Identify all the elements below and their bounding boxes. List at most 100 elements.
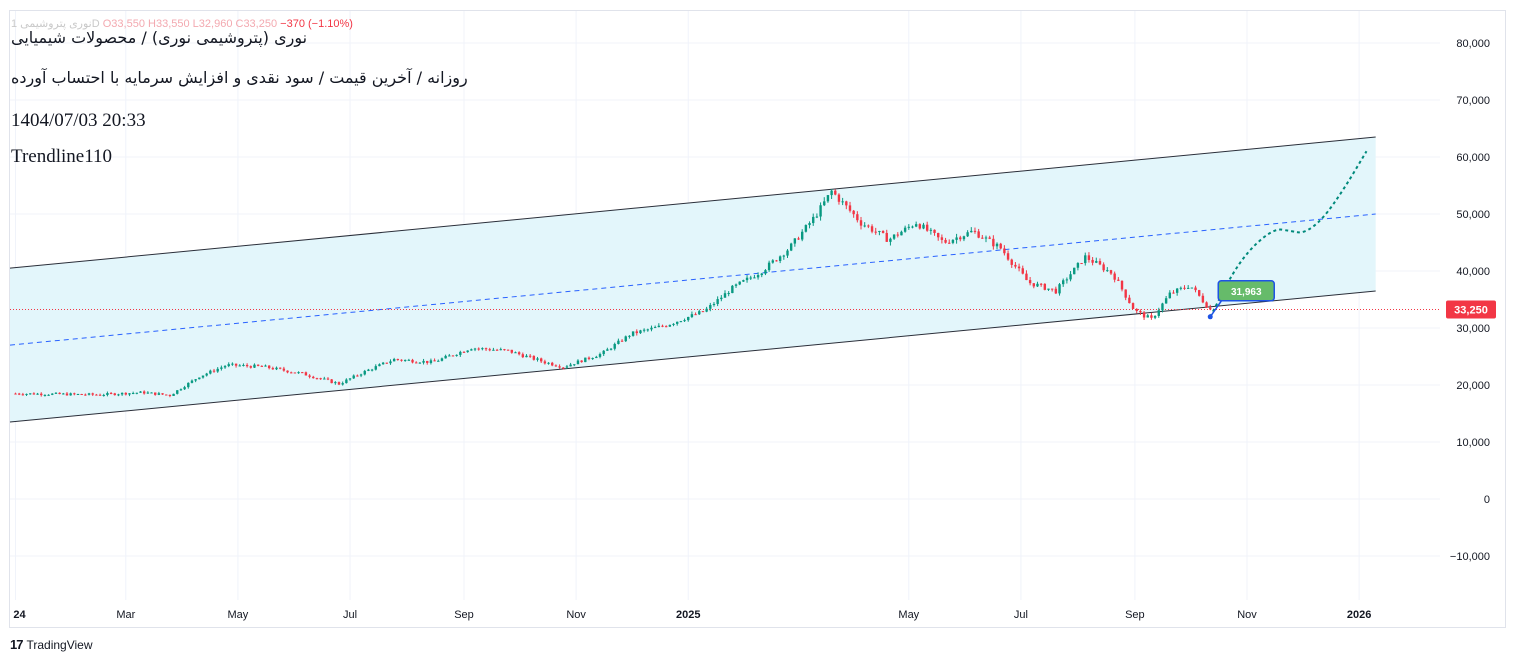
candle-body bbox=[1109, 270, 1113, 274]
candle-body bbox=[723, 293, 727, 298]
candle-body bbox=[330, 379, 333, 384]
candle bbox=[1095, 257, 1098, 264]
candle-body bbox=[1198, 290, 1201, 296]
candle bbox=[473, 347, 477, 352]
candle bbox=[40, 392, 43, 397]
candle-body bbox=[830, 190, 833, 196]
chart-tag: Trendline110 bbox=[11, 146, 112, 167]
candle bbox=[1102, 262, 1105, 273]
candle-body bbox=[709, 304, 712, 309]
candle-body bbox=[595, 356, 598, 359]
candle-body bbox=[146, 392, 150, 394]
candle-body bbox=[694, 314, 697, 316]
candle bbox=[620, 339, 624, 342]
candle-body bbox=[551, 362, 554, 366]
candle bbox=[859, 216, 863, 230]
candle-body bbox=[889, 238, 892, 242]
candle bbox=[426, 360, 429, 365]
candle bbox=[940, 234, 944, 244]
candle bbox=[679, 320, 683, 323]
candle-body bbox=[1153, 315, 1157, 318]
candle bbox=[672, 323, 675, 327]
candle bbox=[797, 236, 800, 240]
tradingview-logo[interactable]: 17 TradingView bbox=[10, 637, 93, 652]
candle-body bbox=[863, 225, 866, 227]
chart-frame[interactable] bbox=[9, 10, 1506, 628]
candle bbox=[385, 362, 388, 364]
candle-body bbox=[837, 194, 841, 202]
candle-body bbox=[786, 250, 789, 256]
candle-body bbox=[562, 367, 565, 369]
candle bbox=[407, 358, 411, 361]
candle bbox=[29, 393, 32, 395]
candle-body bbox=[315, 378, 319, 380]
candle-body bbox=[613, 343, 616, 349]
candle bbox=[646, 328, 650, 332]
candle bbox=[73, 392, 76, 396]
candle-body bbox=[1043, 283, 1047, 290]
candle-body bbox=[914, 224, 918, 227]
candle bbox=[687, 316, 690, 322]
candle bbox=[661, 324, 664, 328]
candle-body bbox=[580, 360, 583, 363]
candle-body bbox=[62, 393, 65, 395]
candle-body bbox=[948, 242, 951, 244]
candle bbox=[760, 272, 763, 278]
candle-body bbox=[734, 284, 738, 286]
candle-body bbox=[870, 226, 874, 232]
candle bbox=[1065, 277, 1069, 284]
candle bbox=[1047, 288, 1050, 291]
candle-body bbox=[698, 311, 701, 315]
candle-body bbox=[911, 226, 914, 228]
candle bbox=[521, 352, 525, 359]
candle-body bbox=[319, 378, 322, 380]
candle-body bbox=[76, 394, 80, 396]
candle bbox=[613, 342, 616, 351]
candle-body bbox=[823, 201, 826, 206]
candle-body bbox=[731, 285, 734, 294]
candle bbox=[720, 295, 723, 302]
candle bbox=[260, 365, 264, 367]
candle bbox=[80, 393, 83, 396]
candle bbox=[378, 363, 381, 367]
candle bbox=[348, 378, 352, 381]
candle-body bbox=[1069, 274, 1072, 280]
candle bbox=[903, 225, 907, 233]
candle-body bbox=[1150, 315, 1153, 318]
candle-body bbox=[106, 392, 109, 396]
candle bbox=[826, 194, 830, 203]
candle-body bbox=[392, 358, 396, 362]
x-tick-label: May bbox=[228, 609, 249, 621]
candle-body bbox=[473, 348, 477, 350]
candle bbox=[205, 372, 208, 377]
x-tick-label: Sep bbox=[1125, 609, 1145, 621]
candle bbox=[793, 238, 797, 247]
candle-body bbox=[631, 331, 635, 336]
candle-body bbox=[488, 349, 491, 351]
candle bbox=[477, 347, 480, 351]
candle bbox=[216, 367, 219, 373]
candle bbox=[514, 351, 517, 354]
candle-body bbox=[492, 349, 495, 351]
candle bbox=[1124, 289, 1127, 301]
candle bbox=[297, 371, 300, 374]
candle-body bbox=[429, 360, 433, 363]
candle bbox=[698, 309, 701, 315]
candle bbox=[411, 358, 414, 364]
candle bbox=[253, 363, 256, 368]
candle-body bbox=[1058, 284, 1061, 294]
candle bbox=[76, 393, 80, 396]
candle bbox=[584, 357, 587, 363]
candle bbox=[554, 364, 558, 367]
candle-body bbox=[359, 374, 363, 376]
candle bbox=[58, 392, 61, 395]
candle bbox=[466, 350, 469, 353]
candle-body bbox=[367, 369, 370, 371]
candle bbox=[885, 229, 888, 242]
candle bbox=[892, 234, 896, 240]
candle bbox=[135, 392, 139, 395]
candle-body bbox=[547, 362, 550, 364]
candle-body bbox=[253, 364, 256, 368]
candle bbox=[558, 364, 561, 369]
